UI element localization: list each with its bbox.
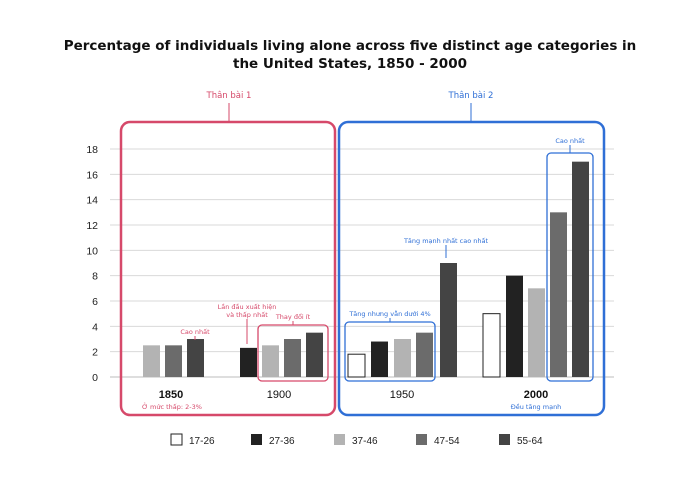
bar-47-54-2000: [550, 212, 567, 377]
legend-swatch-47-54: [416, 434, 427, 445]
x-category-label-1950: 1950: [390, 389, 414, 401]
bar-17-26-2000: [482, 313, 501, 378]
y-tick-label-0: 0: [92, 372, 98, 384]
y-tick-label-18: 18: [86, 144, 98, 156]
y-tick-label-12: 12: [86, 220, 98, 232]
annotation-tang-manh-nhat: Tăng mạnh nhất cao nhất: [403, 237, 489, 245]
bar-27-36-1900: [240, 347, 257, 377]
bar-37-46-1950: [394, 339, 411, 377]
bar-37-46-1900: [262, 345, 279, 377]
legend-label-47-54: 47-54: [434, 436, 460, 447]
annotation-lan-dau-line-2: và thấp nhất: [226, 311, 268, 319]
bar-55-64-1900: [306, 332, 323, 377]
y-tick-label-6: 6: [92, 296, 98, 308]
legend-label-27-36: 27-36: [269, 436, 295, 447]
x-category-label-2000: 2000: [524, 389, 548, 401]
annotation-cao-nhat-1850: Cao nhất: [180, 328, 210, 336]
y-tick-label-4: 4: [92, 321, 98, 333]
section-label-than-bai-2: Thân bài 2: [448, 91, 494, 101]
y-tick-label-2: 2: [92, 347, 98, 359]
bar-17-26-1950: [347, 353, 366, 378]
section-label-than-bai-1: Thân bài 1: [206, 91, 252, 101]
chart-title-line-1: Percentage of individuals living alone a…: [64, 38, 637, 54]
annotation-deu-tang-manh: Đều tăng mạnh: [511, 403, 562, 411]
annotation-lan-dau-line-1: Lần đầu xuất hiện: [218, 303, 277, 311]
legend: 17-26 27-36 37-46 47-54 55-64: [170, 433, 543, 447]
section-box-than-bai-1: [119, 120, 337, 417]
x-category-label-1850: 1850: [159, 389, 183, 401]
legend-label-55-64: 55-64: [517, 436, 543, 447]
annotation-tang-nhung: Tăng nhưng vẫn dưới 4%: [348, 309, 430, 318]
bar-55-64-1850: [187, 339, 204, 377]
legend-swatch-17-26: [170, 433, 183, 446]
legend-swatch-27-36: [251, 434, 262, 445]
bar-37-46-2000: [528, 288, 545, 377]
annotation-muc-thap-1850: Ở mức thấp: 2-3%: [142, 401, 202, 411]
x-category-label-1900: 1900: [267, 389, 291, 401]
annotation-thay-doi-it: Thay đổi ít: [275, 312, 311, 321]
legend-label-17-26: 17-26: [189, 436, 215, 447]
bar-47-54-1950: [416, 332, 433, 377]
y-tick-label-10: 10: [86, 245, 98, 257]
section-box-than-bai-2: [337, 120, 606, 417]
annotation-cao-nhat-2000: Cao nhất: [555, 137, 585, 145]
bar-47-54-1850: [165, 345, 182, 377]
chart-title-line-2: the United States, 1850 - 2000: [233, 56, 467, 72]
bar-37-46-1850: [143, 345, 160, 377]
bar-27-36-1950: [371, 341, 388, 377]
legend-swatch-37-46: [334, 434, 345, 445]
legend-swatch-55-64: [499, 434, 510, 445]
legend-label-37-46: 37-46: [352, 436, 378, 447]
y-tick-label-14: 14: [86, 195, 98, 207]
bar-47-54-1900: [284, 339, 301, 377]
bar-27-36-2000: [506, 275, 523, 377]
y-tick-label-8: 8: [92, 271, 98, 283]
bar-55-64-1950: [440, 263, 457, 377]
y-tick-label-16: 16: [86, 169, 98, 181]
bars: [143, 161, 589, 378]
bar-55-64-2000: [572, 161, 589, 377]
